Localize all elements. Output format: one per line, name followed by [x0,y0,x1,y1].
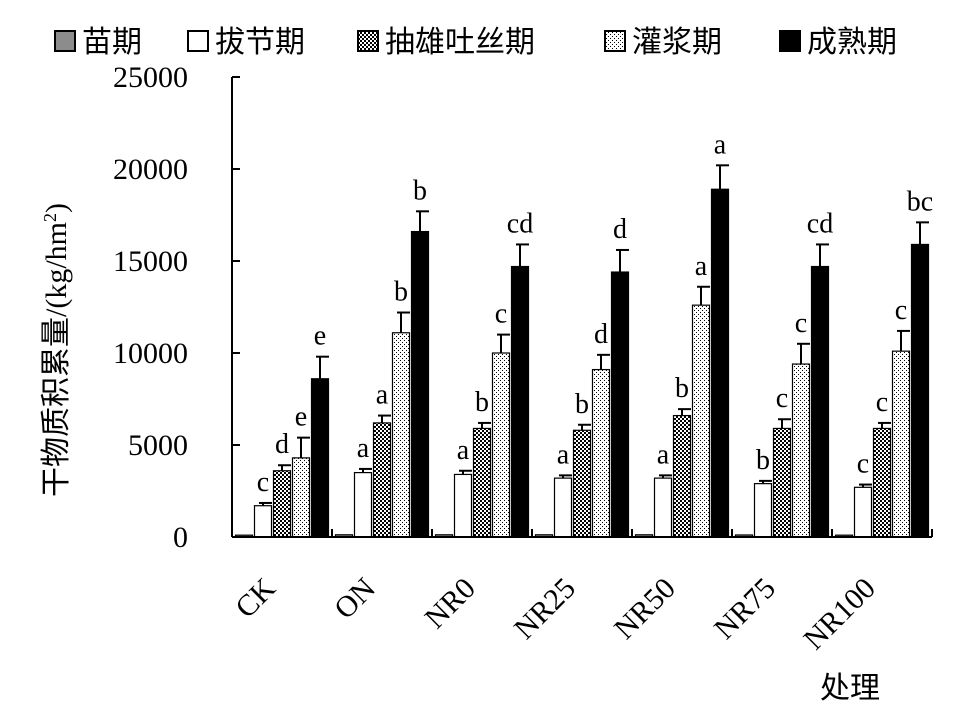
significance-label: e [314,321,326,352]
significance-label: b [756,445,770,476]
legend-label: 拔节期 [215,26,305,59]
significance-label: b [575,389,589,420]
bar [391,332,411,538]
significance-label: e [295,402,307,433]
significance-label: d [613,214,627,245]
significance-label: bc [907,186,933,217]
legend: 苗期 拔节期 抽雄吐丝期 灌浆期 成熟期 [54,26,897,59]
bar [253,505,273,538]
y-axis-label-main: 干物质积累量/(kg/hm [40,222,73,497]
significance-label: a [557,439,570,470]
bar [372,422,392,538]
y-axis-label-close: ) [40,203,73,213]
y-tick-label: 10000 [113,337,188,370]
bar [572,429,592,538]
significance-label: a [695,251,708,282]
bar [272,470,292,538]
x-axis-label: 处理 [820,672,880,705]
significance-label: c [857,449,869,480]
legend-swatch-black [779,30,801,52]
legend-swatch-white [187,30,209,52]
bar [472,427,492,538]
x-tick-label: NR0 [419,572,482,635]
bar [910,243,930,538]
significance-label: d [594,319,608,350]
legend-label: 抽雄吐丝期 [385,26,535,59]
bar [553,477,573,538]
significance-label: a [714,129,727,160]
y-tick-label: 25000 [113,61,188,94]
bar [353,472,373,538]
x-axis: CK ON NR0 NR25 NR50 NR75 NR100 [229,529,933,657]
bar [753,483,773,538]
significance-label: c [257,467,269,498]
bar [410,230,430,538]
bar [691,304,711,538]
significance-label: c [495,299,507,330]
x-tick-label: NR25 [508,572,582,646]
significance-label: a [457,435,470,466]
bar [510,265,530,538]
bar [772,427,792,538]
y-axis-label-sup: 2 [40,213,60,222]
significance-label: cd [807,208,833,239]
y-tick-label: 15000 [113,245,188,278]
bar [291,457,311,538]
significance-label: a [376,380,389,411]
significance-label: c [795,308,807,339]
x-tick-label: NR100 [797,572,882,657]
bar [891,350,911,538]
bar [453,473,473,538]
y-tick-label: 5000 [128,429,188,462]
significance-label: b [394,277,408,308]
x-tick-label: CK [229,571,282,624]
legend-swatch-gray [54,30,76,52]
bar [810,265,830,538]
significance-label: a [657,439,670,470]
bar [672,414,692,538]
y-axis: 0 5000 10000 15000 20000 25000 [113,61,240,554]
significance-label: cd [507,208,533,239]
significance-label: a [357,433,370,464]
y-tick-label: 0 [173,521,188,554]
bar [791,363,811,538]
legend-label: 苗期 [82,26,142,59]
bar [853,486,873,538]
bar [653,477,673,538]
legend-label: 灌浆期 [632,26,722,59]
significance-label: b [675,373,689,404]
y-axis-label: 干物质积累量/(kg/hm2) [40,203,73,497]
x-tick-label: NR75 [708,572,782,646]
bar [591,368,611,538]
x-tick-label: ON [328,572,382,626]
x-tick-label: NR50 [608,572,682,646]
significance-label: c [876,387,888,418]
legend-swatch-dots [357,30,379,52]
significance-label: d [275,429,289,460]
bar [310,378,330,538]
significance-label: b [413,175,427,206]
significance-label: c [895,295,907,326]
bar [491,352,511,538]
legend-swatch-dense [604,30,626,52]
bar [710,188,730,538]
bar [872,427,892,538]
legend-label: 成熟期 [807,26,897,59]
bar [610,271,630,538]
y-tick-label: 20000 [113,153,188,186]
significance-label: c [776,383,788,414]
significance-label: b [475,387,489,418]
